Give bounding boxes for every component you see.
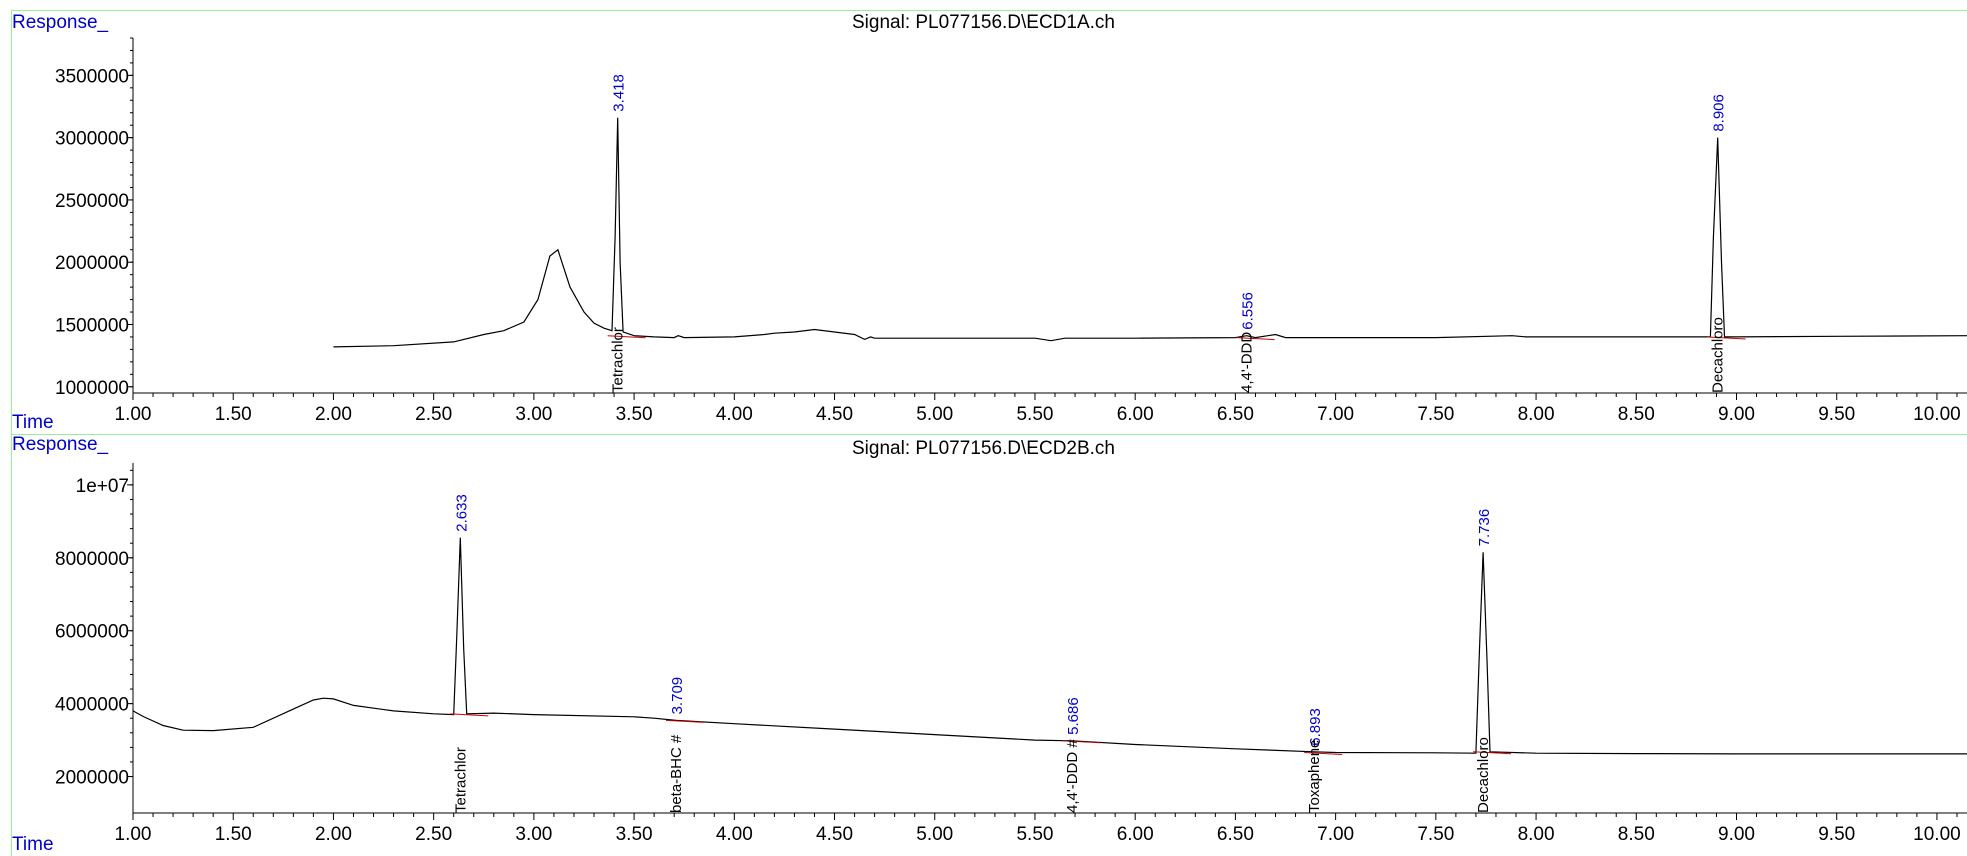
y-tick-label: 3500000 (55, 66, 129, 87)
x-tick-label: 9.50 (1818, 824, 1855, 845)
panel-1-xlabel: Time (12, 412, 54, 433)
retention-time-label: 6.893 (1307, 708, 1324, 746)
x-tick-label: 5.50 (1016, 404, 1053, 425)
x-tick-label: 2.50 (415, 404, 452, 425)
chart-2-group: 1.00 1.50 2.00 2.50 3.00 3.50 4.00 4.50 5.00 5.50… (55, 463, 1967, 845)
x-tick-label: 7.00 (1317, 824, 1354, 845)
y-tick-label: 8000000 (55, 549, 129, 570)
x-tick-label: 8.50 (1618, 404, 1655, 425)
y-tick-label: 4000000 (55, 695, 129, 716)
retention-time-label: 3.709 (669, 677, 686, 715)
series-line-1 (333, 117, 1967, 348)
x-tick-label: 1.00 (115, 824, 152, 845)
x-tick-label: 3.50 (616, 824, 653, 845)
x-tick-label: 6.50 (1217, 824, 1254, 845)
panel-1-title: Signal: PL077156.D\ECD1A.ch (852, 12, 1115, 33)
x-tick-label: 4.50 (816, 824, 853, 845)
x-tick-label: 3.00 (515, 404, 552, 425)
x-tick-label: 7.00 (1317, 404, 1354, 425)
frame-top (11, 10, 1967, 11)
peak-baseline-marker (1473, 751, 1512, 755)
retention-time-label: 2.633 (453, 494, 470, 532)
x-tick-label: 3.50 (616, 404, 653, 425)
compound-label: 4,4'-DDD (1239, 332, 1256, 393)
x-tick-label: 4.50 (816, 404, 853, 425)
x-tick-label: 5.00 (916, 404, 953, 425)
compound-label: 4,4'-DDD # (1064, 739, 1081, 813)
panel-2-xlabel: Time (12, 834, 54, 855)
x-tick-label: 9.50 (1818, 404, 1855, 425)
x-tick-label: 10.00 (1913, 404, 1961, 425)
series-line-1 (132, 537, 1967, 755)
y-tick-label: 1000000 (55, 378, 129, 399)
retention-time-label: 8.906 (1711, 94, 1728, 132)
peak-baseline-marker (1304, 751, 1343, 755)
compound-label: beta-BHC # (668, 734, 685, 813)
x-tick-label: 8.00 (1518, 824, 1555, 845)
panel-2-title: Signal: PL077156.D\ECD2B.ch (852, 438, 1115, 459)
peak-baseline-marker (1062, 740, 1101, 744)
frame-mid (11, 434, 1967, 435)
compound-label: Decachloro (1475, 737, 1492, 813)
x-tick-label: 1.50 (215, 404, 252, 425)
frame-left (11, 10, 12, 856)
x-tick-label: 2.50 (415, 824, 452, 845)
x-tick-label: 1.00 (115, 404, 152, 425)
x-tick-label: 2.00 (315, 824, 352, 845)
x-tick-label: 4.00 (716, 824, 753, 845)
y-tick-label: 2000000 (55, 253, 129, 274)
x-tick-label: 5.00 (916, 824, 953, 845)
x-tick-label: 3.00 (515, 824, 552, 845)
retention-time-label: 5.686 (1065, 697, 1082, 735)
compound-label: Decachloro (1710, 317, 1727, 393)
x-tick-label: 10.00 (1913, 824, 1961, 845)
peak-baseline-marker (607, 335, 646, 339)
compound-label: Tetrachlor (610, 327, 627, 393)
peak-baseline-marker (450, 713, 489, 717)
x-tick-label: 5.50 (1016, 824, 1053, 845)
x-tick-label: 6.00 (1117, 404, 1154, 425)
y-tick-label: 1500000 (55, 315, 129, 336)
y-tick-label: 1e+07 (76, 476, 129, 497)
chart-1-group: 1.00 1.50 2.00 2.50 3.00 3.50 4.00 4.50 5.00 5.50… (55, 37, 1967, 425)
x-tick-label: 1.50 (215, 824, 252, 845)
x-tick-label: 4.00 (716, 404, 753, 425)
panel-2-ylabel: Response_ (12, 434, 109, 455)
x-tick-label: 7.50 (1417, 824, 1454, 845)
x-tick-label: 8.50 (1618, 824, 1655, 845)
compound-label: Tetrachlor (452, 747, 469, 813)
peak-baseline-marker (1707, 336, 1746, 340)
x-tick-label: 6.50 (1217, 404, 1254, 425)
compound-label: Toxaphene (1306, 740, 1323, 813)
x-tick-label: 7.50 (1417, 404, 1454, 425)
x-tick-label: 6.00 (1117, 824, 1154, 845)
retention-time-label: 3.418 (611, 74, 628, 112)
panel-1-ylabel: Response_ (12, 12, 109, 33)
y-tick-label: 2500000 (55, 191, 129, 212)
x-tick-label: 9.00 (1718, 824, 1755, 845)
peak-baseline-marker (665, 719, 705, 723)
retention-time-label: 6.556 (1240, 292, 1257, 330)
x-tick-label: 8.00 (1518, 404, 1555, 425)
y-tick-label: 2000000 (55, 768, 129, 789)
retention-time-label: 7.736 (1476, 509, 1493, 547)
peak-baseline-marker (1236, 337, 1275, 341)
y-tick-label: 3000000 (55, 129, 129, 150)
y-tick-label: 6000000 (55, 622, 129, 643)
x-tick-label: 2.00 (315, 404, 352, 425)
x-tick-label: 9.00 (1718, 404, 1755, 425)
